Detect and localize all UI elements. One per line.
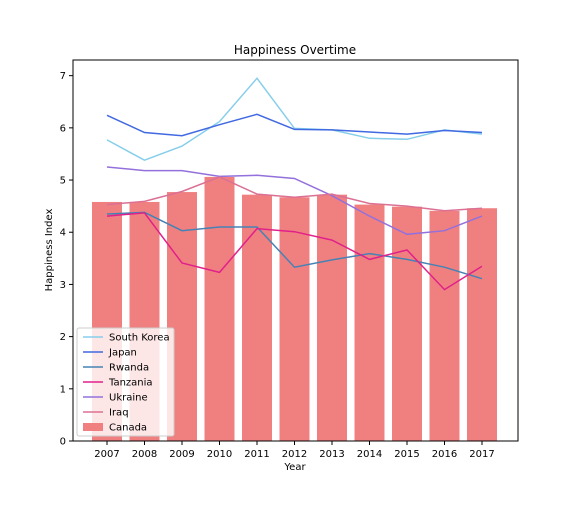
legend-box <box>76 327 175 437</box>
legend-label: Japan <box>108 348 137 359</box>
bar-2013 <box>317 194 347 441</box>
series-line-iraq <box>106 176 483 212</box>
legend-label: Rwanda <box>109 363 149 374</box>
bar-2014 <box>354 204 385 441</box>
bar-2012 <box>279 197 310 441</box>
series-line-tanzania <box>106 212 483 291</box>
chart-title: Happiness Overtime <box>234 43 356 57</box>
legend: South Korea Japan Rwanda Tanzania Ukraine Ira… <box>76 327 175 437</box>
bar-2011 <box>242 194 272 441</box>
legend-label: Canada <box>109 423 147 434</box>
bar-2017 <box>467 208 497 441</box>
legend-label: South Korea <box>109 333 170 344</box>
y-tick-label: 4 <box>60 228 66 239</box>
y-tick-label: 1 <box>60 384 66 395</box>
y-tick-label: 7 <box>60 71 66 82</box>
plot-frame <box>72 59 519 442</box>
x-tick-label: 2014 <box>357 449 382 460</box>
legend-label: Ukraine <box>109 393 148 404</box>
y-tick-label: 3 <box>60 280 66 291</box>
x-tick-label: 2012 <box>282 449 307 460</box>
x-tick-label: 2015 <box>394 449 419 460</box>
x-tick-label: 2009 <box>169 449 194 460</box>
bar-2016 <box>429 210 460 441</box>
x-tick-label: 2008 <box>132 449 157 460</box>
lines-layer <box>106 77 483 291</box>
y-tick-label: 2 <box>60 332 66 343</box>
series-line-ukraine <box>106 166 483 236</box>
y-tick-label: 5 <box>60 176 66 187</box>
legend-swatch <box>83 423 103 431</box>
legend-label: Iraq <box>109 408 129 419</box>
x-tick-label: 2016 <box>432 449 457 460</box>
legend-label: Tanzania <box>108 378 153 389</box>
x-axis-label: Year <box>283 462 306 473</box>
series-line-japan <box>106 113 483 137</box>
x-tick-label: 2017 <box>469 449 494 460</box>
x-tick-label: 2011 <box>244 449 269 460</box>
bar-2015 <box>392 206 422 441</box>
bar-2010 <box>204 176 235 441</box>
x-tick-label: 2013 <box>319 449 344 460</box>
x-tick-label: 2007 <box>94 449 119 460</box>
y-axis-label: Happiness Index <box>44 209 55 292</box>
axes-layer: 0 1 2 3 4 5 6 7 2007 2008 2009 2010 2011 2012 2013 2014… <box>60 59 519 460</box>
series-line-south-korea <box>106 77 483 162</box>
y-tick-label: 6 <box>60 123 66 134</box>
y-tick-label: 0 <box>60 437 66 448</box>
bars-layer <box>92 176 497 441</box>
series-line-rwanda <box>106 211 483 280</box>
x-tick-label: 2010 <box>207 449 232 460</box>
